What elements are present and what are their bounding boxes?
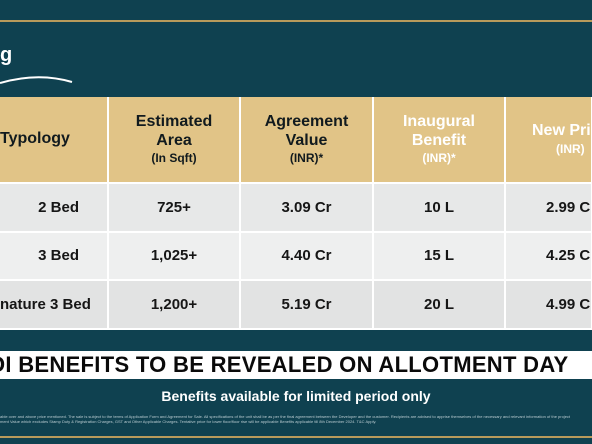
cell-agreement-value: 3.09 Cr xyxy=(240,183,374,233)
table-row: 3 Bed 1,025+ 4.40 Cr 15 L 4.25 C xyxy=(0,231,592,282)
disclaimer-line: able over and above price mentioned. The… xyxy=(0,414,571,419)
header-typology: Typology xyxy=(0,97,109,184)
table-row: 2 Bed 725+ 3.09 Cr 10 L 2.99 C xyxy=(0,183,592,233)
roi-banner: OI BENEFITS TO BE REVEALED ON ALLOTMENT … xyxy=(0,351,592,379)
cell-inaugural-benefit: 20 L xyxy=(373,280,506,330)
cell-new-price: 4.25 C xyxy=(505,231,592,282)
disclaimer-line: ment Value which excludes Stamp Duty & R… xyxy=(0,419,377,424)
cell-agreement-value: 5.19 Cr xyxy=(240,280,374,330)
cell-agreement-value: 4.40 Cr xyxy=(240,231,374,282)
header-inaugural-benefit: Inaugural Benefit (INR)* xyxy=(373,97,506,184)
bottom-gold-rule xyxy=(0,436,592,438)
table-header-row: Typology Estimated Area (In Sqft) Agreem… xyxy=(0,97,592,184)
cell-inaugural-benefit: 15 L xyxy=(373,231,506,282)
cell-new-price: 2.99 C xyxy=(505,183,592,233)
cell-typology: 2 Bed xyxy=(0,183,109,233)
cell-new-price: 4.99 C xyxy=(505,280,592,330)
cell-area: 725+ xyxy=(108,183,241,233)
brand-logo-fragment: g xyxy=(0,44,13,66)
cell-area: 1,025+ xyxy=(108,231,241,282)
header-agreement-value: Agreement Value (INR)* xyxy=(240,97,374,184)
disclaimer: able over and above price mentioned. The… xyxy=(0,414,592,428)
top-gold-rule xyxy=(0,20,592,22)
brand-swoosh-icon xyxy=(0,76,73,84)
benefits-note: Benefits available for limited period on… xyxy=(161,388,431,404)
header-new-price: New Pri (INR) xyxy=(505,97,592,184)
cell-typology: nature 3 Bed xyxy=(0,280,109,330)
cell-inaugural-benefit: 10 L xyxy=(373,183,506,233)
price-table: Typology Estimated Area (In Sqft) Agreem… xyxy=(0,97,592,330)
header-estimated-area: Estimated Area (In Sqft) xyxy=(108,97,241,184)
cell-typology: 3 Bed xyxy=(0,231,109,282)
table-row: nature 3 Bed 1,200+ 5.19 Cr 20 L 4.99 C xyxy=(0,280,592,330)
cell-area: 1,200+ xyxy=(108,280,241,330)
roi-banner-text: OI BENEFITS TO BE REVEALED ON ALLOTMENT … xyxy=(0,352,569,377)
